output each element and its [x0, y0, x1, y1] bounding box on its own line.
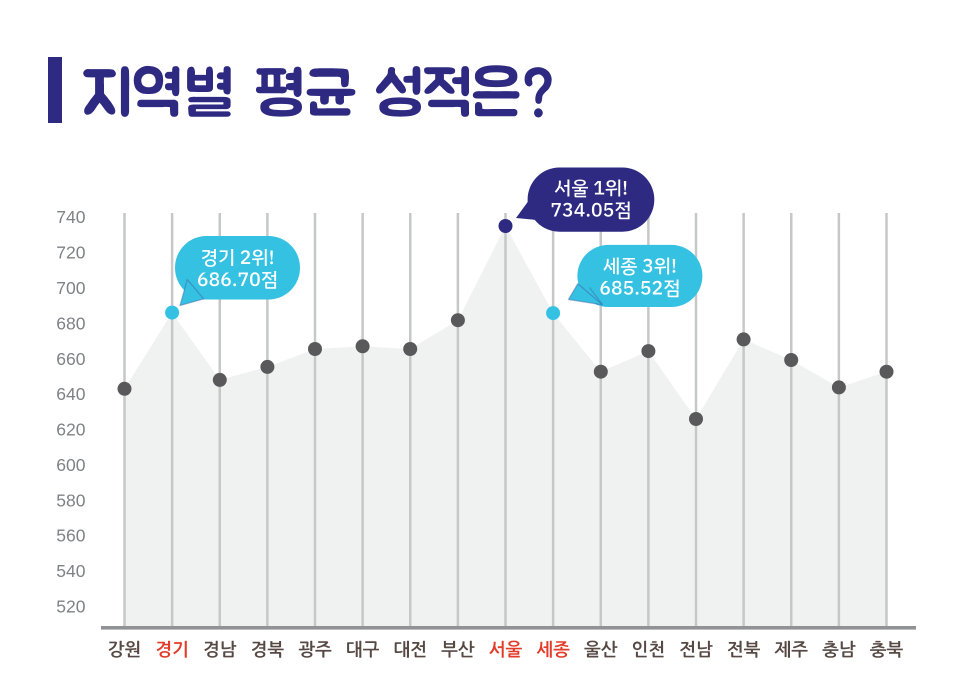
svg-text:560: 560 — [56, 526, 85, 546]
svg-text:720: 720 — [56, 243, 85, 263]
svg-text:540: 540 — [56, 561, 85, 581]
svg-text:580: 580 — [56, 490, 85, 510]
svg-text:640: 640 — [56, 384, 85, 404]
svg-text:620: 620 — [56, 420, 85, 440]
svg-text:660: 660 — [56, 349, 85, 369]
svg-text:680: 680 — [56, 313, 85, 333]
svg-text:520: 520 — [56, 597, 85, 617]
svg-text:700: 700 — [56, 278, 85, 298]
svg-text:740: 740 — [56, 207, 85, 227]
svg-text:600: 600 — [56, 455, 85, 475]
